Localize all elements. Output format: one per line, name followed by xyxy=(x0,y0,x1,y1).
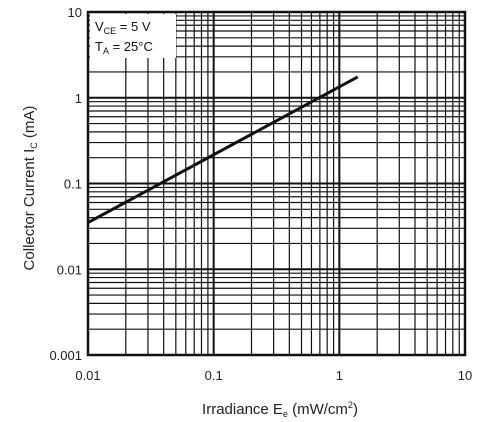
x-tick-label: 1 xyxy=(336,368,343,383)
tick-labels: 0.01 0.1 1 10 0.001 0.01 0.1 1 10 xyxy=(49,5,472,383)
y-tick-label: 0.001 xyxy=(49,348,82,363)
y-tick-label: 0.01 xyxy=(57,262,82,277)
plot-frame xyxy=(86,10,467,357)
x-tick-label: 0.1 xyxy=(205,368,223,383)
grid-lines xyxy=(88,12,465,355)
conditions-box xyxy=(90,14,176,58)
x-axis-title: Irradiance Ee (mW/cm2) xyxy=(202,400,358,419)
series-line xyxy=(87,75,359,224)
x-tick-label: 0.01 xyxy=(75,368,100,383)
condition-ta: TA = 25°C xyxy=(95,39,153,56)
series-group xyxy=(87,75,359,224)
y-tick-label: 10 xyxy=(68,5,82,20)
y-axis-title: Collector Current IC (mA) xyxy=(21,106,39,271)
x-tick-label: 10 xyxy=(458,368,472,383)
y-tick-label: 0.1 xyxy=(64,177,82,192)
condition-vce: VCE = 5 V xyxy=(95,19,151,36)
y-tick-label: 1 xyxy=(75,91,82,106)
